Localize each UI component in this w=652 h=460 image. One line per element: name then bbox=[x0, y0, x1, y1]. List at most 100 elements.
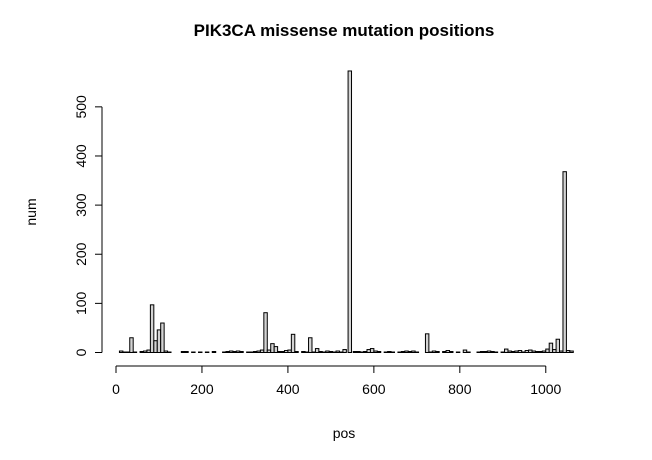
bar-pos-348 bbox=[263, 312, 268, 354]
bar-pos-972 bbox=[531, 350, 536, 353]
bar-pos-156 bbox=[180, 351, 186, 353]
bar-pos-292 bbox=[239, 351, 244, 353]
bar-pos-164 bbox=[184, 351, 189, 353]
bar-pos-36 bbox=[129, 337, 134, 354]
bar-pos-324 bbox=[253, 351, 258, 353]
bar-pos-556 bbox=[352, 351, 358, 353]
bar-pos-876 bbox=[490, 351, 495, 353]
x-axis: 0 200 400 600 800 1000 bbox=[112, 365, 562, 397]
bar-pos-372 bbox=[273, 346, 279, 354]
bar-pos-852 bbox=[479, 351, 485, 353]
bar-pos-564 bbox=[356, 351, 361, 353]
y-tick-label-0: 0 bbox=[73, 348, 89, 356]
bar-pos-1004 bbox=[545, 348, 550, 353]
bar-pos-500 bbox=[328, 351, 334, 353]
bar-pos-684 bbox=[407, 351, 413, 353]
bar-pos-996 bbox=[541, 350, 547, 353]
y-tick-label-500: 500 bbox=[73, 95, 89, 119]
bar-pos-612 bbox=[376, 351, 382, 353]
bar-pos-60 bbox=[139, 351, 145, 353]
bar-pos-356 bbox=[266, 349, 272, 354]
bar-pos-404 bbox=[287, 349, 292, 354]
bar-pos-588 bbox=[366, 349, 371, 353]
bar-pos-724 bbox=[424, 333, 430, 353]
y-tick-label-100: 100 bbox=[73, 291, 89, 315]
bar-pos-604 bbox=[373, 350, 378, 353]
bar-pos-452 bbox=[308, 337, 313, 354]
bar-pos-676 bbox=[404, 350, 409, 353]
bar-pos-68 bbox=[143, 350, 148, 353]
bar-pos-908 bbox=[504, 348, 509, 353]
bar-pos-812 bbox=[462, 349, 468, 354]
bar-pos-772 bbox=[445, 350, 451, 353]
bar-pos-748 bbox=[435, 351, 440, 353]
bar-pos-364 bbox=[270, 343, 275, 354]
bar-pos-380 bbox=[277, 351, 282, 353]
bar-pos-1028 bbox=[555, 338, 561, 354]
bar-pos-268 bbox=[228, 350, 234, 353]
bar-pos-692 bbox=[411, 350, 416, 353]
bar-pos-228 bbox=[211, 351, 217, 353]
bar-pos-1052 bbox=[565, 350, 571, 353]
bar-pos-108 bbox=[160, 322, 165, 353]
bar-pos-860 bbox=[483, 351, 488, 353]
bar-pos-116 bbox=[163, 350, 169, 353]
bar-pos-1012 bbox=[548, 342, 554, 354]
bar-pos-988 bbox=[538, 351, 543, 353]
y-tick-label-300: 300 bbox=[73, 193, 89, 217]
bar-pos-516 bbox=[335, 350, 340, 353]
x-tick-label-600: 600 bbox=[362, 381, 386, 397]
x-tick-label-800: 800 bbox=[448, 381, 472, 397]
y-tick-label-200: 200 bbox=[73, 242, 89, 266]
bar-pos-1036 bbox=[559, 350, 564, 353]
y-tick-label-400: 400 bbox=[73, 144, 89, 168]
bar-pos-940 bbox=[517, 350, 523, 353]
bar-pos-740 bbox=[431, 350, 437, 353]
bar-pos-276 bbox=[232, 351, 237, 353]
bar-pos-916 bbox=[507, 350, 512, 353]
bar-pos-420 bbox=[294, 351, 299, 353]
bar-pos-924 bbox=[510, 351, 516, 353]
bar-pos-636 bbox=[387, 351, 392, 353]
y-axis-title: num bbox=[23, 198, 39, 225]
bar-pos-868 bbox=[486, 350, 492, 353]
bar-pos-332 bbox=[256, 350, 261, 353]
bar-pos-1060 bbox=[569, 350, 574, 353]
bar-pos-340 bbox=[259, 349, 265, 354]
bar-pos-596 bbox=[369, 348, 375, 354]
bar-pos-980 bbox=[534, 351, 540, 353]
chart-title: PIK3CA missense mutation positions bbox=[194, 21, 495, 40]
bar-pos-956 bbox=[524, 350, 530, 353]
bar-pos-764 bbox=[442, 351, 447, 353]
bar-pos-780 bbox=[449, 351, 454, 353]
x-tick-label-1000: 1000 bbox=[530, 381, 561, 397]
bar-pos-76 bbox=[146, 349, 151, 354]
bar-pos-476 bbox=[318, 351, 323, 353]
bar-pos-396 bbox=[283, 350, 289, 353]
bar-pos-388 bbox=[280, 351, 285, 353]
bar-pos-932 bbox=[514, 350, 519, 353]
bar-pos-436 bbox=[301, 351, 306, 353]
x-tick-label-400: 400 bbox=[276, 381, 300, 397]
bar-pos-1044 bbox=[562, 171, 567, 353]
bar-pos-468 bbox=[314, 348, 320, 354]
x-tick-label-200: 200 bbox=[190, 381, 214, 397]
bar-pos-668 bbox=[400, 351, 406, 353]
bar-pos-12 bbox=[118, 350, 124, 353]
bar-pos-284 bbox=[235, 350, 241, 353]
bar-pos-1020 bbox=[552, 349, 557, 353]
x-tick-label-0: 0 bbox=[112, 381, 120, 397]
y-axis: 0 100 200 300 400 500 bbox=[73, 95, 103, 356]
bar-pos-532 bbox=[342, 349, 347, 353]
bar-pos-260 bbox=[225, 351, 230, 353]
bar-pos-492 bbox=[325, 350, 330, 353]
bar-pos-964 bbox=[528, 349, 533, 354]
bar-pos-544 bbox=[347, 70, 353, 353]
bar-pos-100 bbox=[156, 329, 162, 353]
bar-pos-412 bbox=[290, 333, 296, 354]
bar-pos-92 bbox=[153, 340, 158, 353]
bars-group bbox=[118, 70, 574, 354]
x-axis-title: pos bbox=[333, 425, 356, 441]
bar-pos-84 bbox=[149, 304, 155, 353]
